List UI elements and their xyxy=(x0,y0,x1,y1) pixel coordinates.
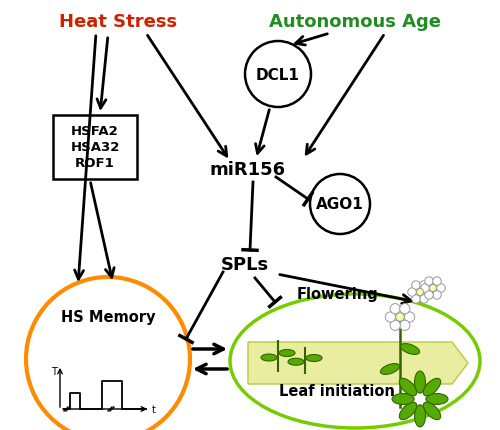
Ellipse shape xyxy=(306,355,322,362)
Text: SPLs: SPLs xyxy=(221,255,269,273)
Ellipse shape xyxy=(400,378,417,396)
Circle shape xyxy=(412,281,420,290)
Circle shape xyxy=(425,277,433,286)
Text: Heat Stress: Heat Stress xyxy=(59,13,177,31)
Polygon shape xyxy=(248,342,468,384)
FancyBboxPatch shape xyxy=(53,116,137,180)
Circle shape xyxy=(433,291,442,299)
Ellipse shape xyxy=(423,402,440,420)
Text: T: T xyxy=(51,366,57,376)
Circle shape xyxy=(386,312,396,322)
Ellipse shape xyxy=(279,350,295,356)
Text: HS Memory: HS Memory xyxy=(61,310,156,325)
Ellipse shape xyxy=(392,393,414,405)
Circle shape xyxy=(396,313,404,322)
Ellipse shape xyxy=(414,371,426,393)
Text: Flowering: Flowering xyxy=(296,287,378,302)
Circle shape xyxy=(421,284,429,292)
Circle shape xyxy=(400,304,410,314)
Circle shape xyxy=(390,304,400,314)
Text: Autonomous Age: Autonomous Age xyxy=(269,13,441,31)
Circle shape xyxy=(412,295,420,304)
Text: HSA32: HSA32 xyxy=(70,141,120,154)
Circle shape xyxy=(26,277,190,430)
Text: DCL1: DCL1 xyxy=(256,68,300,82)
Circle shape xyxy=(430,285,436,292)
Circle shape xyxy=(420,281,428,290)
Ellipse shape xyxy=(414,405,426,427)
Ellipse shape xyxy=(261,354,277,361)
Ellipse shape xyxy=(423,378,440,396)
Ellipse shape xyxy=(400,344,419,355)
Text: miR156: miR156 xyxy=(210,161,286,178)
Circle shape xyxy=(408,288,416,297)
Circle shape xyxy=(433,277,442,286)
Text: HSFA2: HSFA2 xyxy=(71,125,119,138)
Ellipse shape xyxy=(288,359,304,366)
Circle shape xyxy=(420,295,428,304)
Circle shape xyxy=(400,320,410,331)
Circle shape xyxy=(425,291,433,299)
Circle shape xyxy=(390,320,400,331)
Ellipse shape xyxy=(426,393,448,405)
Circle shape xyxy=(437,284,446,292)
Ellipse shape xyxy=(400,402,417,420)
Circle shape xyxy=(416,289,424,296)
Text: Leaf initiation: Leaf initiation xyxy=(279,384,395,399)
Ellipse shape xyxy=(380,364,400,375)
Ellipse shape xyxy=(230,294,480,428)
Circle shape xyxy=(404,312,414,322)
Circle shape xyxy=(424,288,432,297)
Text: ROF1: ROF1 xyxy=(75,157,115,170)
Text: AGO1: AGO1 xyxy=(316,197,364,212)
Text: t: t xyxy=(152,404,156,414)
